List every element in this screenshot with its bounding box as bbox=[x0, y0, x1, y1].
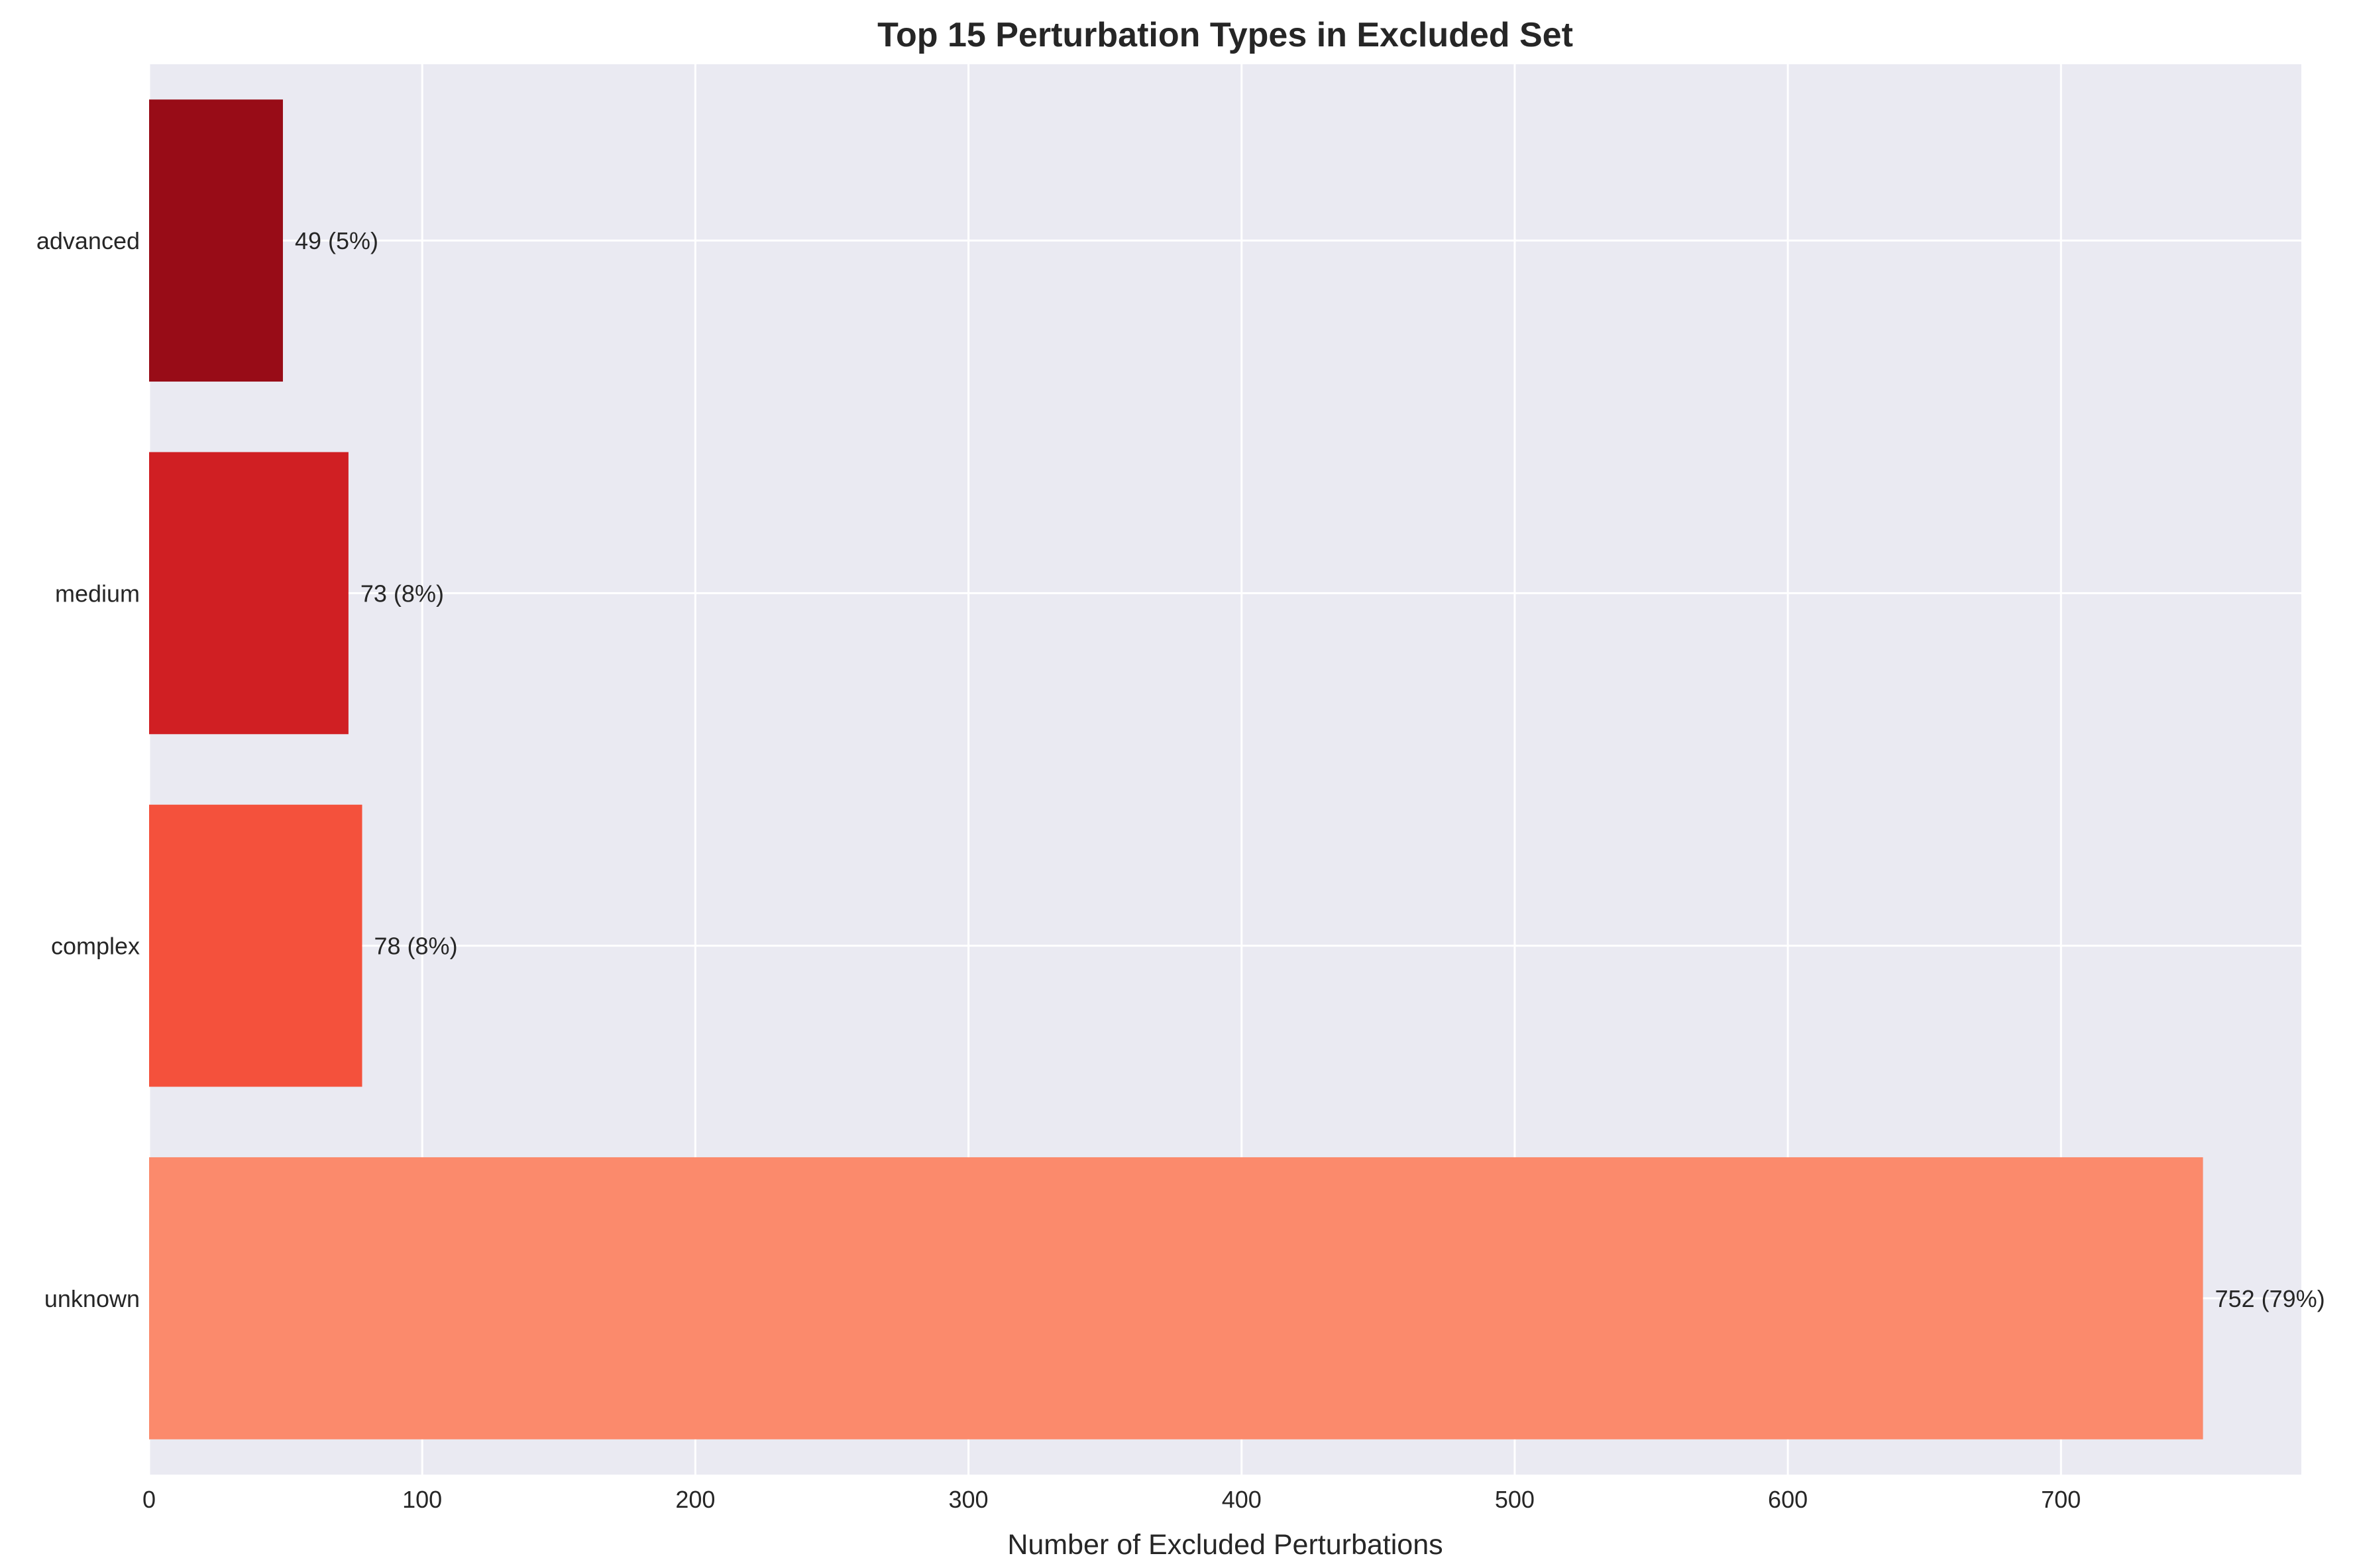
x-tick-label: 700 bbox=[2041, 1486, 2081, 1513]
bar-complex bbox=[149, 804, 362, 1087]
data-label-medium: 73 (8%) bbox=[360, 580, 444, 607]
data-label-unknown: 752 (79%) bbox=[2215, 1285, 2325, 1312]
y-tick-labels: unknown complex medium advanced bbox=[36, 227, 140, 1312]
bar-advanced bbox=[149, 99, 283, 382]
y-tick-label-medium: medium bbox=[55, 580, 140, 607]
x-tick-label: 600 bbox=[1768, 1486, 1808, 1513]
x-tick-label: 100 bbox=[402, 1486, 442, 1513]
x-tick-label: 400 bbox=[1222, 1486, 1262, 1513]
data-label-complex: 78 (8%) bbox=[374, 933, 458, 960]
x-tick-label: 300 bbox=[949, 1486, 989, 1513]
y-tick-label-unknown: unknown bbox=[44, 1285, 140, 1312]
x-axis-label: Number of Excluded Perturbations bbox=[1007, 1529, 1443, 1561]
data-labels: 752 (79%) 78 (8%) 73 (8%) 49 (5%) bbox=[295, 227, 2325, 1312]
x-tick-label: 500 bbox=[1495, 1486, 1535, 1513]
data-label-advanced: 49 (5%) bbox=[295, 227, 378, 254]
bar-unknown bbox=[149, 1157, 2203, 1439]
bars bbox=[149, 99, 2203, 1439]
y-tick-label-advanced: advanced bbox=[36, 227, 140, 254]
x-tick-labels: 0 100 200 300 400 500 600 700 bbox=[142, 1486, 2081, 1513]
y-tick-label-complex: complex bbox=[51, 933, 140, 960]
x-tick-label: 0 bbox=[142, 1486, 156, 1513]
x-tick-label: 200 bbox=[675, 1486, 715, 1513]
bar-medium bbox=[149, 452, 349, 735]
chart-title: Top 15 Perturbation Types in Excluded Se… bbox=[877, 16, 1573, 54]
